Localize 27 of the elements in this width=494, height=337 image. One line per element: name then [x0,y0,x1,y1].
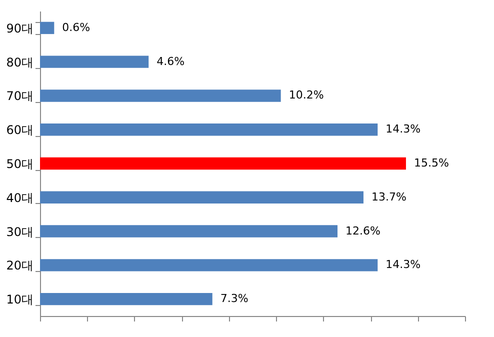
data-label: 0.6% [62,20,90,34]
data-label: 4.6% [156,54,185,68]
data-label: 15.5% [414,156,449,170]
bar [40,90,281,102]
y-tick-label: 20대 [6,258,34,273]
data-label: 10.2% [288,88,324,102]
y-tick-label: 80대 [6,55,34,70]
y-tick-label: 30대 [6,224,34,239]
bar [40,56,149,68]
data-label: 12.6% [346,224,380,238]
data-label: 14.3% [386,122,421,136]
y-tick-label: 70대 [6,89,34,104]
y-tick-label: 60대 [6,123,34,138]
y-tick-label: 10대 [6,292,34,307]
y-tick-label: 40대 [6,190,34,205]
bar [40,191,364,204]
bar [40,259,378,272]
y-tick-label: 50대 [6,157,34,171]
data-label: 7.3% [220,292,248,306]
data-label: 14.3% [386,258,421,272]
data-label: 13.7% [371,190,406,204]
bar [40,124,378,136]
bar [40,292,212,306]
y-tick-label: 90대 [6,21,34,36]
bar [40,225,338,238]
bar [40,157,406,170]
bar [40,22,54,34]
